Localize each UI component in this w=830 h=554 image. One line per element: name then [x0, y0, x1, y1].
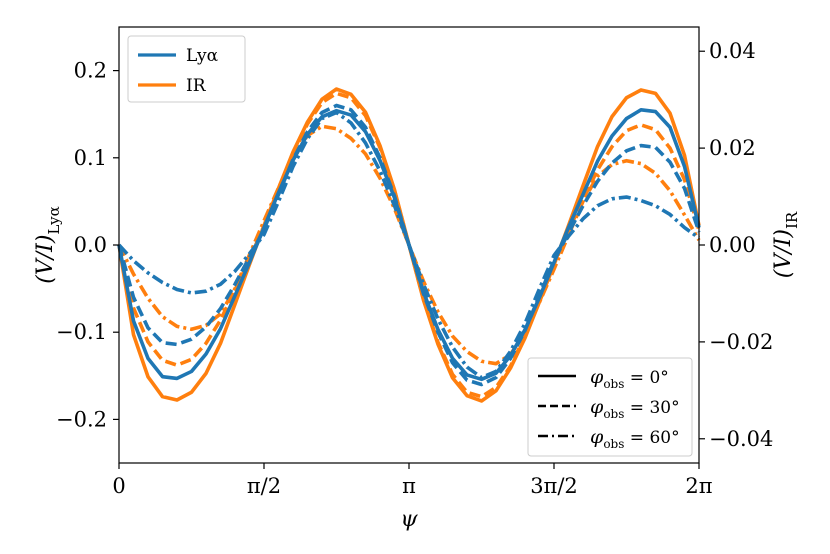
y-left-tick-label: −0.2 [56, 407, 107, 431]
series-ir-dashdot [117, 124, 701, 366]
x-tick-label: 0 [112, 474, 125, 498]
legend-label-phi0: φobs = 0° [590, 366, 669, 391]
legend-label-ir: IR [186, 76, 207, 96]
y-right-tick-label: 0.00 [709, 233, 756, 257]
svg-text:(V/I)Lyα: (V/I)Lyα [33, 206, 63, 283]
series-lya-dashdot [117, 110, 701, 380]
legend-label-phi60: φobs = 60° [590, 426, 680, 451]
legend-style: φobs = 0° φobs = 30° φobs = 60° [527, 357, 693, 457]
y-right-tick-label: −0.02 [709, 330, 773, 354]
y-left-tick-label: 0.1 [74, 146, 107, 170]
ticks-layer: 0 π/2 π 3π/2 2π −0.2 −0.1 0.0 0.1 0.2 −0.04 −0.02 0.… [56, 39, 773, 498]
y-axis-label-right-sub: IR [783, 211, 801, 229]
y-left-tick-label: −0.1 [56, 320, 107, 344]
y-axis-label-left-main: (V/I) [33, 235, 58, 284]
legend-label-phi30: φobs = 30° [590, 396, 680, 421]
y-right-tick-label: 0.02 [709, 136, 756, 160]
x-tick-label: 2π [685, 474, 712, 498]
svg-text:(V/I)IR: (V/I)IR [771, 211, 801, 278]
y-axis-label-right-main: (V/I) [771, 229, 796, 278]
plot-area-frame [118, 26, 700, 464]
x-tick-label: π [402, 474, 416, 498]
y-left-tick-label: 0.0 [74, 233, 107, 257]
x-tick-label: π/2 [247, 474, 281, 498]
series-ir-dashed [117, 91, 701, 399]
legend-style-box [527, 357, 693, 457]
y-left-tick-label: 0.2 [74, 59, 107, 83]
x-axis-label: ψ [400, 507, 418, 532]
series-layer [117, 87, 701, 403]
legend-label-lya: Lyα [186, 46, 219, 66]
legend-color: Lyα IR [127, 35, 246, 103]
y-axis-label-left: (V/I)Lyα [33, 206, 63, 283]
y-axis-label-left-sub: Lyα [45, 206, 63, 234]
y-right-tick-label: 0.04 [709, 39, 756, 63]
y-axis-label-right: (V/I)IR [771, 211, 801, 278]
y-right-tick-label: −0.04 [709, 427, 773, 451]
x-tick-label: 3π/2 [530, 474, 578, 498]
